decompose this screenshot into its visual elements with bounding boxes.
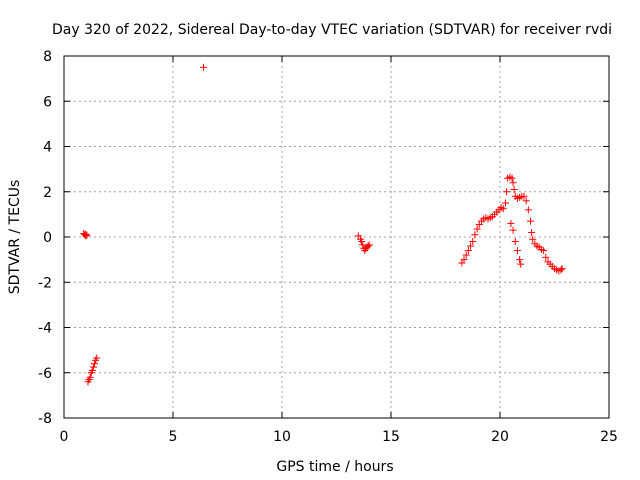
data-point — [540, 247, 548, 255]
data-point — [364, 242, 372, 250]
data-point — [528, 228, 536, 236]
data-point — [557, 266, 565, 274]
data-point — [200, 63, 208, 71]
data-point — [365, 241, 373, 249]
data-point — [522, 197, 530, 205]
data-point — [471, 231, 479, 239]
data-points — [80, 63, 566, 386]
y-tick-label: 4 — [43, 140, 52, 156]
data-point — [499, 205, 507, 213]
data-point — [501, 199, 509, 207]
data-point — [359, 241, 367, 249]
data-point — [529, 235, 537, 243]
data-point — [86, 373, 94, 381]
grid-lines — [64, 56, 609, 418]
data-point — [508, 174, 516, 182]
data-point — [509, 179, 517, 187]
data-point — [527, 217, 535, 225]
y-tick-label: -8 — [38, 411, 52, 427]
x-tick-label: 0 — [60, 429, 69, 445]
data-point — [460, 256, 468, 264]
data-point — [469, 238, 477, 246]
data-point — [507, 219, 515, 227]
data-point — [88, 366, 96, 374]
data-point — [517, 260, 525, 268]
data-point — [462, 251, 470, 259]
data-point — [89, 363, 97, 371]
data-point — [93, 354, 101, 362]
data-point — [473, 225, 481, 233]
data-point — [83, 231, 91, 239]
x-tick-label: 5 — [169, 429, 178, 445]
data-point — [542, 253, 550, 261]
y-tick-label: -6 — [38, 366, 52, 382]
data-point — [503, 188, 511, 196]
x-tick-label: 10 — [273, 429, 291, 445]
data-point — [467, 242, 475, 250]
y-tick-label: -4 — [38, 321, 52, 337]
x-tick-label: 25 — [600, 429, 618, 445]
data-point — [509, 226, 517, 234]
data-point — [464, 247, 472, 255]
data-point — [520, 192, 528, 200]
data-point — [510, 185, 518, 193]
tick-labels: 0 5 10 15 20 25 -8 -6 -4 -2 0 2 4 6 8 — [38, 49, 618, 445]
data-point — [524, 206, 532, 214]
chart-title: Day 320 of 2022, Sidereal Day-to-day VTE… — [52, 22, 612, 38]
y-tick-label: -2 — [38, 275, 52, 291]
data-point — [516, 256, 524, 264]
x-tick-label: 20 — [491, 429, 509, 445]
data-point — [558, 265, 566, 273]
data-point — [358, 238, 366, 246]
data-point — [511, 238, 519, 246]
y-axis-label: SDTVAR / TECUs — [7, 180, 23, 295]
x-axis-label: GPS time / hours — [276, 459, 393, 475]
data-point — [82, 232, 90, 240]
y-tick-label: 2 — [43, 185, 52, 201]
data-point — [91, 360, 99, 368]
axis-ticks — [63, 55, 610, 419]
data-point — [513, 247, 521, 255]
y-tick-label: 0 — [43, 230, 52, 246]
x-tick-label: 15 — [382, 429, 400, 445]
y-tick-label: 8 — [43, 49, 52, 65]
y-tick-label: 6 — [43, 94, 52, 110]
